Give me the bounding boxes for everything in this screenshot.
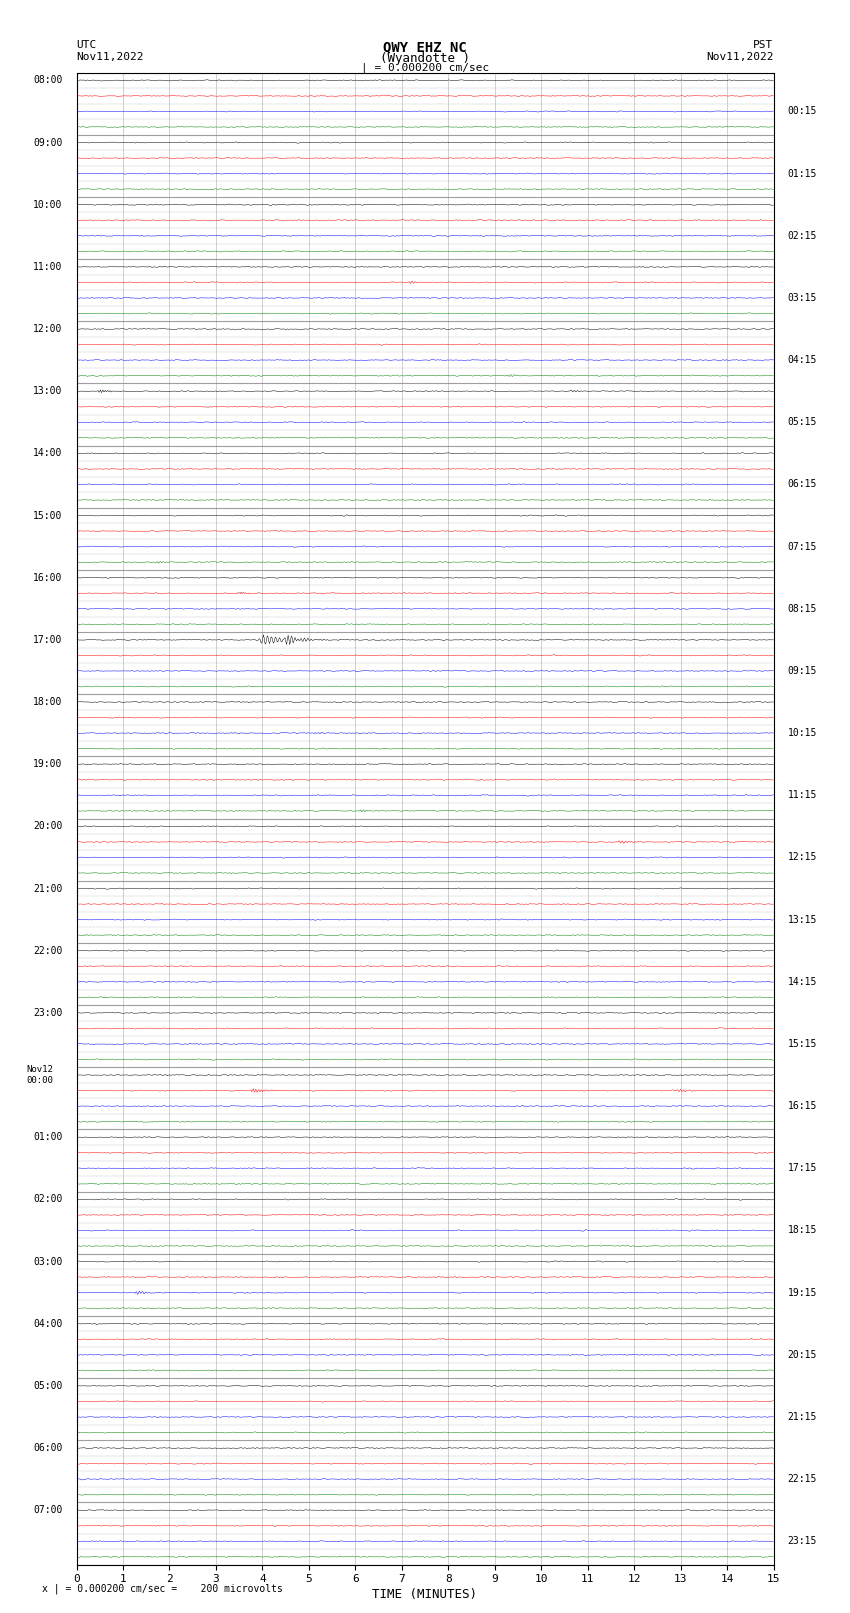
Text: 08:15: 08:15 — [787, 603, 817, 615]
Text: 23:00: 23:00 — [33, 1008, 63, 1018]
Text: 02:15: 02:15 — [787, 231, 817, 240]
Text: 04:00: 04:00 — [33, 1319, 63, 1329]
Text: PST: PST — [753, 40, 774, 50]
Text: 13:00: 13:00 — [33, 386, 63, 397]
Text: 10:00: 10:00 — [33, 200, 63, 210]
Text: 16:00: 16:00 — [33, 573, 63, 582]
Text: 03:15: 03:15 — [787, 294, 817, 303]
Text: 13:15: 13:15 — [787, 915, 817, 924]
Text: 05:00: 05:00 — [33, 1381, 63, 1390]
Text: 18:00: 18:00 — [33, 697, 63, 706]
Text: Nov11,2022: Nov11,2022 — [76, 52, 144, 61]
Text: 05:15: 05:15 — [787, 418, 817, 427]
Text: Nov11,2022: Nov11,2022 — [706, 52, 774, 61]
Text: 02:00: 02:00 — [33, 1194, 63, 1205]
Text: 03:00: 03:00 — [33, 1257, 63, 1266]
Text: 04:15: 04:15 — [787, 355, 817, 365]
Text: 17:15: 17:15 — [787, 1163, 817, 1173]
Text: 12:15: 12:15 — [787, 852, 817, 863]
Text: 14:15: 14:15 — [787, 977, 817, 987]
Text: 12:00: 12:00 — [33, 324, 63, 334]
Text: 10:15: 10:15 — [787, 727, 817, 739]
Text: 01:00: 01:00 — [33, 1132, 63, 1142]
Text: 23:15: 23:15 — [787, 1536, 817, 1547]
Text: 20:00: 20:00 — [33, 821, 63, 831]
Text: 00:15: 00:15 — [787, 106, 817, 116]
Text: QWY EHZ NC: QWY EHZ NC — [383, 40, 467, 55]
Text: Nov12
00:00: Nov12 00:00 — [26, 1065, 54, 1084]
Text: 18:15: 18:15 — [787, 1226, 817, 1236]
Text: 09:00: 09:00 — [33, 137, 63, 147]
Text: 07:15: 07:15 — [787, 542, 817, 552]
Text: 08:00: 08:00 — [33, 76, 63, 85]
Text: 11:00: 11:00 — [33, 261, 63, 273]
Text: 06:00: 06:00 — [33, 1444, 63, 1453]
Text: | = 0.000200 cm/sec: | = 0.000200 cm/sec — [361, 63, 489, 74]
Text: 21:00: 21:00 — [33, 884, 63, 894]
Text: UTC: UTC — [76, 40, 97, 50]
Text: 17:00: 17:00 — [33, 636, 63, 645]
Text: (Wyandotte ): (Wyandotte ) — [380, 52, 470, 65]
Text: 14:00: 14:00 — [33, 448, 63, 458]
Text: 11:15: 11:15 — [787, 790, 817, 800]
Text: 01:15: 01:15 — [787, 169, 817, 179]
Text: 15:00: 15:00 — [33, 511, 63, 521]
Text: 21:15: 21:15 — [787, 1411, 817, 1423]
Text: 16:15: 16:15 — [787, 1102, 817, 1111]
Text: 19:15: 19:15 — [787, 1287, 817, 1297]
Text: 19:00: 19:00 — [33, 760, 63, 769]
Text: 22:00: 22:00 — [33, 945, 63, 957]
Text: x | = 0.000200 cm/sec =    200 microvolts: x | = 0.000200 cm/sec = 200 microvolts — [42, 1582, 283, 1594]
X-axis label: TIME (MINUTES): TIME (MINUTES) — [372, 1589, 478, 1602]
Text: 22:15: 22:15 — [787, 1474, 817, 1484]
Text: 07:00: 07:00 — [33, 1505, 63, 1515]
Text: 15:15: 15:15 — [787, 1039, 817, 1048]
Text: 20:15: 20:15 — [787, 1350, 817, 1360]
Text: 09:15: 09:15 — [787, 666, 817, 676]
Text: 06:15: 06:15 — [787, 479, 817, 489]
